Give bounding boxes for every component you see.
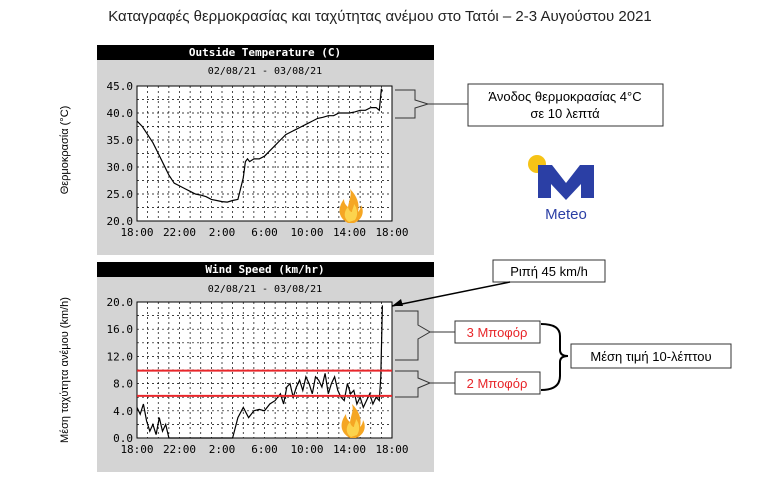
- x-tick-label: 10:00: [290, 443, 323, 456]
- gust-arrowhead: [392, 299, 403, 306]
- temperature-date-range: 02/08/21 - 03/08/21: [208, 66, 322, 77]
- temperature-chart-title: Outside Temperature (C): [189, 46, 341, 59]
- x-tick-label: 2:00: [209, 226, 236, 239]
- figure-title: Καταγραφές θερμοκρασίας και ταχύτητας αν…: [108, 8, 652, 25]
- x-tick-label: 22:00: [163, 443, 196, 456]
- temperature-rise-text-line1: Άνοδος θερμοκρασίας 4°C: [488, 89, 641, 104]
- x-tick-label: 18:00: [120, 226, 153, 239]
- temperature-plot-area: [136, 85, 393, 222]
- temperature-rise-callout: [467, 83, 664, 127]
- meteo-logo: Meteo: [528, 155, 594, 223]
- logo-m-mark: [538, 165, 594, 200]
- temperature-series: [136, 88, 383, 203]
- y-tick-label: 30.0: [107, 161, 134, 174]
- y-tick-label: 40.0: [107, 107, 134, 120]
- mean-10min-text: Μέση τιμή 10-λέπτου: [590, 349, 711, 364]
- gust-arrow: [391, 281, 511, 307]
- wind-panel: Wind Speed (km/hr) 02/08/21 - 03/08/21 0…: [97, 262, 434, 472]
- x-tick-label: 22:00: [163, 226, 196, 239]
- wind-y-axis-label: Μέση ταχύτητα ανέμου (km/h): [59, 297, 71, 443]
- x-tick-label: 18:00: [120, 443, 153, 456]
- gust-text: Ριπή 45 km/h: [510, 264, 588, 279]
- wind-chart-title: Wind Speed (km/hr): [205, 263, 324, 276]
- beaufort-reference-lines: [137, 369, 392, 397]
- temperature-rise-text-line2: σε 10 λεπτά: [530, 106, 600, 121]
- gust-callout: [492, 259, 606, 283]
- logo-text: Meteo: [545, 206, 587, 223]
- y-tick-label: 35.0: [107, 134, 134, 147]
- y-tick-label: 20.0: [107, 215, 134, 228]
- wind-header: [97, 262, 434, 277]
- x-tick-label: 18:00: [375, 443, 408, 456]
- fire-icon: [339, 189, 363, 223]
- x-tick-label: 6:00: [251, 443, 278, 456]
- x-tick-label: 14:00: [333, 226, 366, 239]
- temperature-y-axis-label: Θερμοκρασία (°C): [59, 106, 71, 195]
- y-tick-label: 12.0: [107, 350, 134, 363]
- y-tick-label: 20.0: [107, 296, 134, 309]
- temperature-header: [97, 45, 434, 60]
- temperature-x-tick-labels: 18:00 22:00 2:00 6:00 10:00 14:00 18:00: [120, 226, 408, 239]
- y-tick-label: 16.0: [107, 323, 134, 336]
- mean-10min-callout: [570, 343, 732, 369]
- series-line: [136, 305, 383, 439]
- wind-date-range: 02/08/21 - 03/08/21: [208, 284, 322, 295]
- wind-series: [136, 305, 383, 439]
- y-tick-label: 25.0: [107, 188, 134, 201]
- temperature-y-tick-labels: 20.0 25.0 30.0 35.0 40.0 45.0: [107, 80, 134, 228]
- x-tick-label: 18:00: [375, 226, 408, 239]
- temperature-panel: Outside Temperature (C) 02/08/21 - 03/08…: [97, 45, 434, 255]
- mean-10min-brace: [540, 323, 569, 391]
- wind-x-tick-labels: 18:00 22:00 2:00 6:00 10:00 14:00 18:00: [120, 443, 408, 456]
- beaufort-3-text: 3 Μποφόρ: [467, 325, 528, 340]
- y-tick-label: 4.0: [113, 405, 133, 418]
- wind-y-tick-labels: 0.0 4.0 8.0 12.0 16.0 20.0: [107, 296, 134, 445]
- y-tick-label: 45.0: [107, 80, 134, 93]
- x-tick-label: 10:00: [290, 226, 323, 239]
- y-tick-label: 8.0: [113, 378, 133, 391]
- x-tick-label: 14:00: [333, 443, 366, 456]
- series-line: [136, 88, 383, 203]
- beaufort-2-text: 2 Μποφόρ: [467, 376, 528, 391]
- fire-icon: [341, 404, 365, 438]
- y-tick-label: 0.0: [113, 432, 133, 445]
- x-tick-label: 6:00: [251, 226, 278, 239]
- x-tick-label: 2:00: [209, 443, 236, 456]
